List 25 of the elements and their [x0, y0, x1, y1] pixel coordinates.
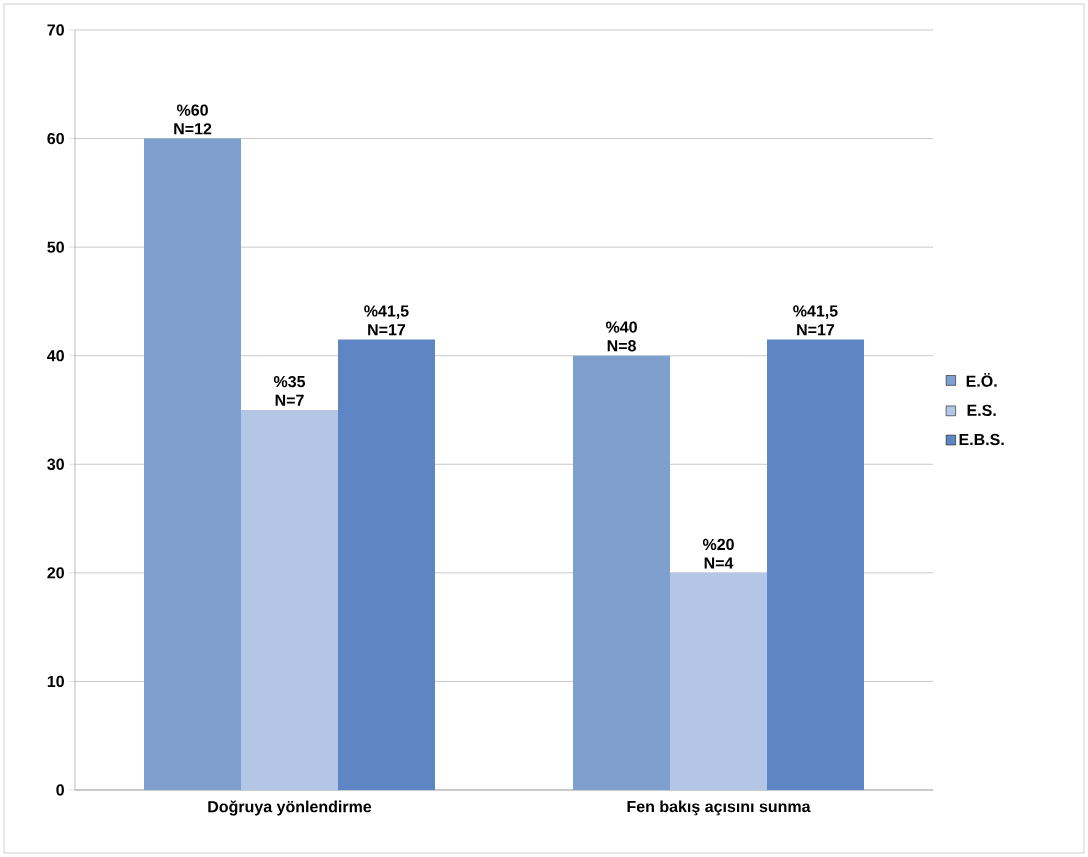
y-tick-label: 40: [47, 350, 64, 362]
legend-label: E.B.S.: [959, 433, 1004, 446]
bar: [144, 138, 242, 790]
data-label: %40 N=8: [605, 321, 637, 352]
data-label: %35 N=7: [273, 375, 306, 406]
y-tick-label: 60: [47, 132, 64, 145]
data-label: %41,5 N=17: [793, 305, 838, 336]
data-label: %41,5 N=17: [364, 305, 409, 336]
bar: [241, 409, 338, 790]
y-tick-label: 70: [47, 24, 64, 36]
x-tick-label: Fen bakış açısını sunma: [627, 800, 811, 816]
legend-label: E.S.: [967, 404, 996, 416]
data-label: %20 N=4: [702, 538, 734, 569]
y-tick-label: 20: [47, 567, 64, 579]
x-tick-label: Doğruya yönlendirme: [208, 800, 372, 816]
bar: [670, 572, 768, 790]
y-tick-label: 30: [47, 458, 64, 470]
bar: [573, 355, 671, 790]
y-tick-label: 50: [47, 241, 64, 253]
bar: [338, 339, 436, 790]
y-tick-label: 10: [47, 675, 64, 688]
legend-label: E.Ö.: [966, 373, 997, 387]
bar: [767, 339, 865, 790]
y-tick-label: 0: [56, 784, 64, 796]
data-label: %60 N=12: [174, 104, 212, 135]
